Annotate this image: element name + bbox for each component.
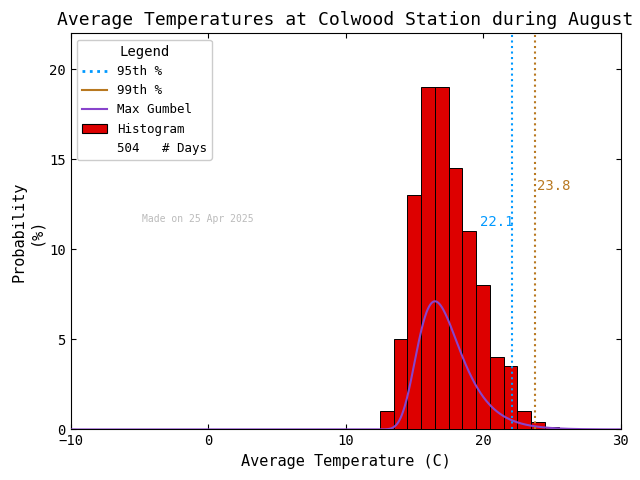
Bar <box>517 411 531 430</box>
Text: 22.1: 22.1 <box>480 216 514 229</box>
Bar <box>504 366 517 430</box>
Bar <box>463 231 476 430</box>
X-axis label: Average Temperature (C): Average Temperature (C) <box>241 454 451 469</box>
Bar <box>421 87 435 430</box>
Text: Made on 25 Apr 2025: Made on 25 Apr 2025 <box>142 214 254 224</box>
Bar <box>380 411 394 430</box>
Bar <box>435 87 449 430</box>
Title: Average Temperatures at Colwood Station during August: Average Temperatures at Colwood Station … <box>58 11 634 29</box>
Bar <box>531 422 545 430</box>
Bar <box>545 427 559 430</box>
Legend: 95th %, 99th %, Max Gumbel, Histogram, 504   # Days: 95th %, 99th %, Max Gumbel, Histogram, 5… <box>77 40 212 160</box>
Bar <box>408 195 421 430</box>
Bar <box>490 358 504 430</box>
Text: 23.8: 23.8 <box>538 180 571 193</box>
Bar <box>449 168 463 430</box>
Y-axis label: Probability
(%): Probability (%) <box>11 181 44 282</box>
Bar <box>394 339 408 430</box>
Bar <box>476 286 490 430</box>
